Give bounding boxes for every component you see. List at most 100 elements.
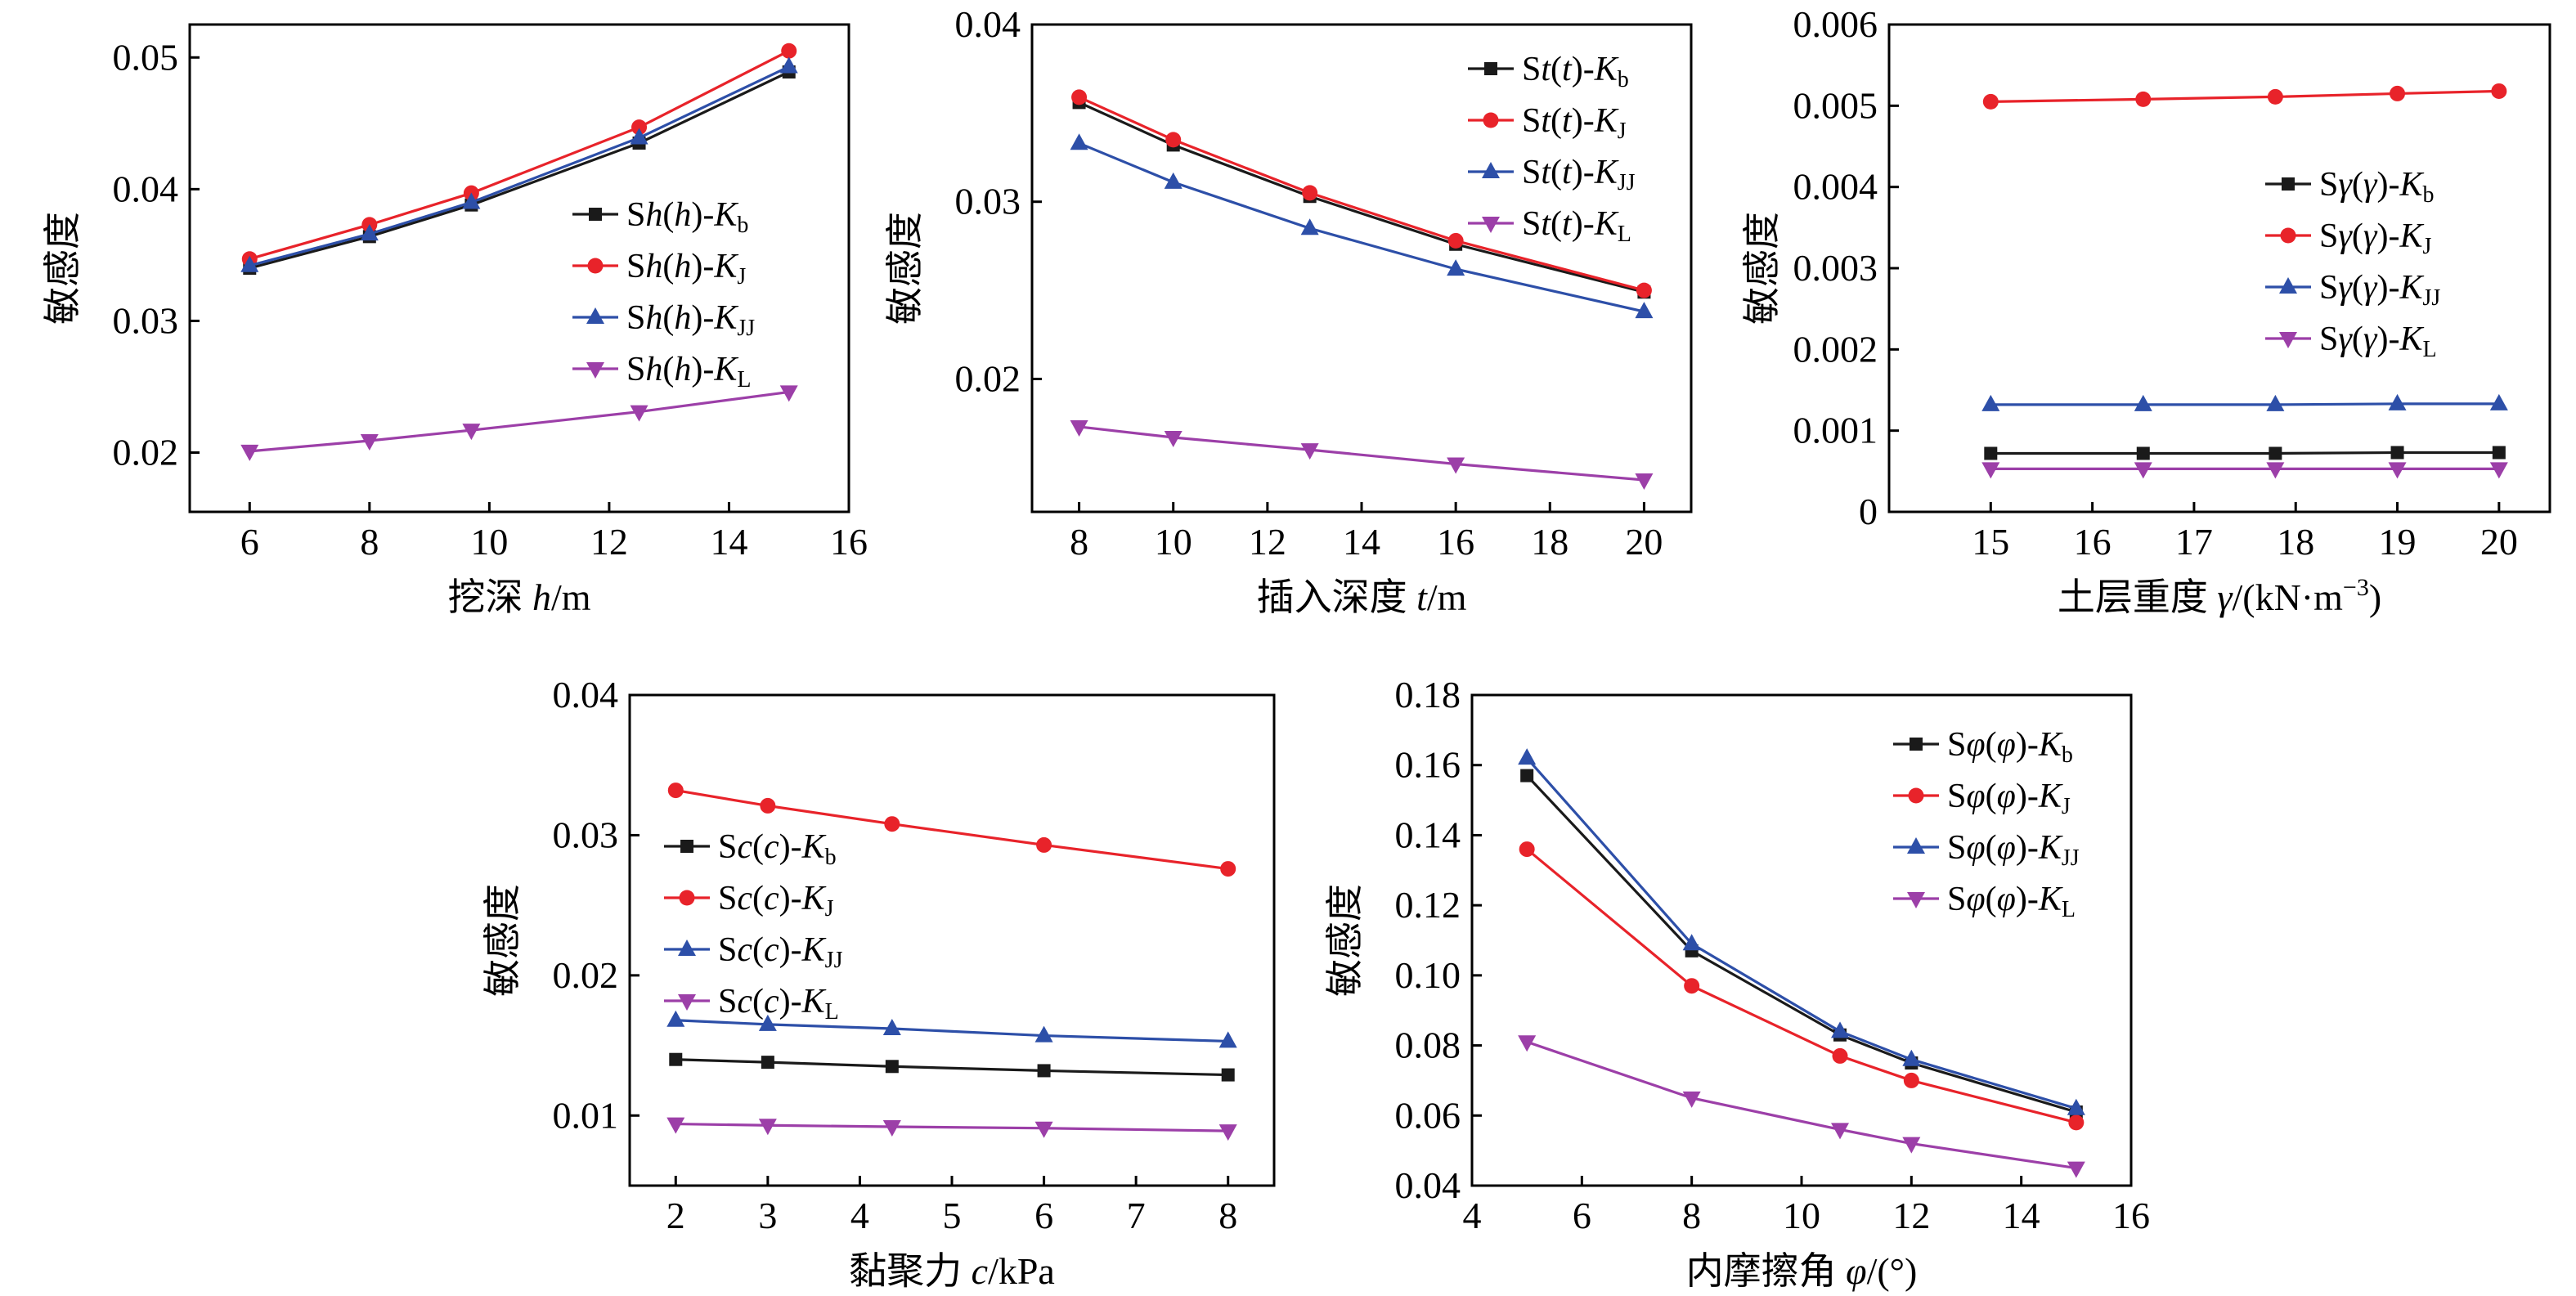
x-tick-label: 8 <box>360 521 379 563</box>
data-point-KJJ <box>2067 1098 2085 1115</box>
data-point-Kb <box>1037 1064 1051 1078</box>
data-point-KL <box>1218 1124 1237 1141</box>
legend-entry: Sγ(γ)-KJ <box>2319 217 2431 259</box>
data-point-KL <box>1300 443 1319 460</box>
plot-frame <box>188 23 850 513</box>
y-tick-label: 0.04 <box>113 168 179 209</box>
data-point-KL <box>1447 457 1465 474</box>
x-tick-label: 15 <box>1972 521 2009 563</box>
data-point-KJJ <box>1635 302 1654 319</box>
data-point-KJ <box>1982 93 1999 110</box>
legend-entry: St(t)-Kb <box>1522 51 1629 92</box>
data-point-KJJ <box>1981 394 2000 411</box>
legend-entry: St(t)-KJJ <box>1522 154 1636 195</box>
data-point-KJ <box>667 783 684 799</box>
legend-entry: Sφ(φ)-KJJ <box>1947 829 2080 871</box>
data-point-KL <box>630 405 648 422</box>
legend-entry: St(t)-KL <box>1522 205 1631 247</box>
data-point-KL <box>882 1120 901 1137</box>
data-point-KJJ <box>758 1014 777 1031</box>
data-point-KJ <box>1071 89 1088 105</box>
x-tick-label: 20 <box>1625 521 1663 563</box>
chart-phi: 4 6 8 10 12 14 16 0.04 0.06 0.08 0.10 0.12 0.14 0.16 0… <box>1324 674 2150 1292</box>
y-tick-label: 0.005 <box>1793 84 1878 126</box>
y-tick-label: 0.04 <box>553 674 619 715</box>
legend-entry: Sh(h)-Kb <box>626 196 748 238</box>
y-tick-label: 0.02 <box>955 357 1021 399</box>
data-point-Kb <box>669 1052 683 1066</box>
legend-entry: Sc(c)-KJ <box>718 880 834 922</box>
legend-entry: Sφ(φ)-Kb <box>1947 726 2073 768</box>
y-tick-label: 0.02 <box>113 432 179 473</box>
x-tick-label: 8 <box>1682 1195 1701 1236</box>
data-point-KL <box>2266 462 2285 479</box>
legend-entry: St(t)-KJ <box>1522 102 1627 144</box>
series-line-KJJ <box>675 1019 1228 1043</box>
x-tick-label: 7 <box>1127 1195 1146 1236</box>
data-point-KJJ <box>1070 133 1088 150</box>
data-point-KL <box>2134 462 2152 479</box>
legend-marker <box>1483 112 1499 128</box>
data-point-KJ <box>1165 132 1182 148</box>
data-point-KJJ <box>1218 1031 1237 1048</box>
data-point-Kb <box>1984 446 1998 460</box>
y-tick-label: 0.03 <box>955 181 1021 222</box>
series-line-Kb <box>1526 774 2077 1114</box>
data-point-KJ <box>1447 232 1464 249</box>
data-point-KJ <box>1832 1047 1848 1064</box>
y-tick-label: 0.12 <box>1395 884 1461 926</box>
x-tick-label: 16 <box>2074 521 2112 563</box>
data-point-KJJ <box>240 255 259 272</box>
data-point-KJJ <box>2134 394 2152 411</box>
y-tick-label: 0.004 <box>1793 166 1878 208</box>
data-point-KJ <box>1220 861 1236 877</box>
data-point-KJ <box>1036 836 1052 853</box>
chart-t: 8 10 12 14 16 18 20 0.02 0.03 0.04 插入深度 t/m 敏感度 St(t… <box>884 3 1693 618</box>
data-point-KJJ <box>360 224 379 241</box>
legend-entry: Sφ(φ)-KJ <box>1947 778 2071 819</box>
data-point-KL <box>1682 1091 1701 1108</box>
legend: Sc(c)-Kb Sc(c)-KJ Sc(c)-KJJ Sc(c)-KL <box>664 828 843 1025</box>
series-line-Kb <box>1990 451 2499 455</box>
plot-frame <box>1030 23 1693 513</box>
x-tick-label: 4 <box>1463 1195 1482 1236</box>
series-line-KJ <box>1990 89 2499 103</box>
data-point-Kb <box>761 1056 774 1070</box>
legend-marker <box>2282 177 2295 191</box>
y-tick-label: 0.14 <box>1395 814 1461 855</box>
legend-entry: Sc(c)-Kb <box>718 828 837 870</box>
series-line-Kb <box>249 70 790 270</box>
x-tick-label: 6 <box>1034 1195 1053 1236</box>
legend-marker <box>2280 227 2296 244</box>
y-tick-label: 0.10 <box>1395 954 1461 996</box>
data-point-Kb <box>2269 446 2282 460</box>
legend-entry: Sc(c)-KJJ <box>718 931 843 973</box>
legend: St(t)-Kb St(t)-KJ St(t)-KJJ St(t)-KL <box>1468 51 1636 247</box>
data-point-KL <box>2489 462 2508 479</box>
legend-marker <box>589 208 602 221</box>
series-line-KL <box>1526 1040 2077 1170</box>
y-tick-label: 0.003 <box>1793 247 1878 289</box>
legend-marker <box>586 307 604 324</box>
data-point-KJ <box>1519 841 1535 858</box>
data-point-Kb <box>1520 769 1534 783</box>
y-axis-title: 敏感度 <box>1741 212 1783 325</box>
legend-marker <box>586 362 604 379</box>
legend: Sφ(φ)-Kb Sφ(φ)-KJ Sφ(φ)-KJJ Sφ(φ)-KL <box>1893 726 2080 922</box>
data-point-KL <box>1635 473 1654 490</box>
y-tick-label: 0.18 <box>1395 674 1461 715</box>
series-line-KL <box>249 390 789 453</box>
y-tick-label: 0.05 <box>113 36 179 78</box>
x-tick-label: 17 <box>2175 521 2213 563</box>
x-tick-label: 10 <box>1155 521 1192 563</box>
x-axis-title: 插入深度 t/m <box>1257 576 1467 618</box>
x-tick-label: 16 <box>2112 1195 2150 1236</box>
y-tick-label: 0.002 <box>1793 328 1878 370</box>
data-point-KJJ <box>462 192 481 209</box>
y-tick-label: 0.03 <box>553 814 619 855</box>
y-axis-title: 敏感度 <box>884 212 926 325</box>
y-axis-title: 敏感度 <box>482 884 523 997</box>
data-point-KJJ <box>882 1019 901 1035</box>
y-tick-label: 0.01 <box>553 1094 619 1136</box>
